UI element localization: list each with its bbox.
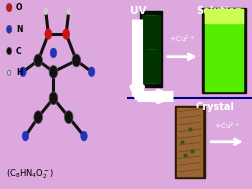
- Circle shape: [49, 92, 58, 105]
- Circle shape: [8, 70, 11, 75]
- Circle shape: [7, 47, 12, 55]
- Text: $(\mathrm{C_8HN_4O_2^-})$: $(\mathrm{C_8HN_4O_2^-})$: [6, 168, 55, 181]
- Polygon shape: [205, 9, 243, 23]
- Text: N: N: [16, 25, 22, 34]
- Circle shape: [45, 29, 52, 39]
- Circle shape: [50, 48, 57, 58]
- Polygon shape: [205, 9, 243, 91]
- Text: UV: UV: [130, 6, 146, 16]
- Text: $+\mathrm{Cu}^{2+}$: $+\mathrm{Cu}^{2+}$: [214, 121, 240, 132]
- Circle shape: [62, 29, 70, 39]
- Circle shape: [49, 65, 58, 78]
- Text: H: H: [16, 68, 22, 77]
- Text: C: C: [16, 46, 21, 56]
- Circle shape: [20, 67, 26, 77]
- Circle shape: [67, 8, 71, 15]
- Text: $+\mathrm{Cu}^{2+}$: $+\mathrm{Cu}^{2+}$: [169, 34, 194, 45]
- Circle shape: [81, 131, 87, 141]
- Circle shape: [7, 25, 12, 33]
- Text: O: O: [16, 3, 22, 12]
- Circle shape: [22, 131, 29, 141]
- Polygon shape: [202, 8, 246, 93]
- Circle shape: [72, 54, 81, 67]
- Circle shape: [34, 111, 43, 124]
- Text: Solution: Solution: [196, 6, 242, 16]
- Circle shape: [88, 67, 95, 77]
- Circle shape: [65, 111, 73, 124]
- Circle shape: [6, 3, 12, 12]
- Text: Crystal: Crystal: [196, 102, 235, 112]
- Circle shape: [34, 54, 43, 67]
- Polygon shape: [140, 11, 162, 87]
- Polygon shape: [175, 106, 205, 178]
- Polygon shape: [177, 108, 202, 176]
- Circle shape: [44, 8, 48, 15]
- Polygon shape: [142, 15, 160, 83]
